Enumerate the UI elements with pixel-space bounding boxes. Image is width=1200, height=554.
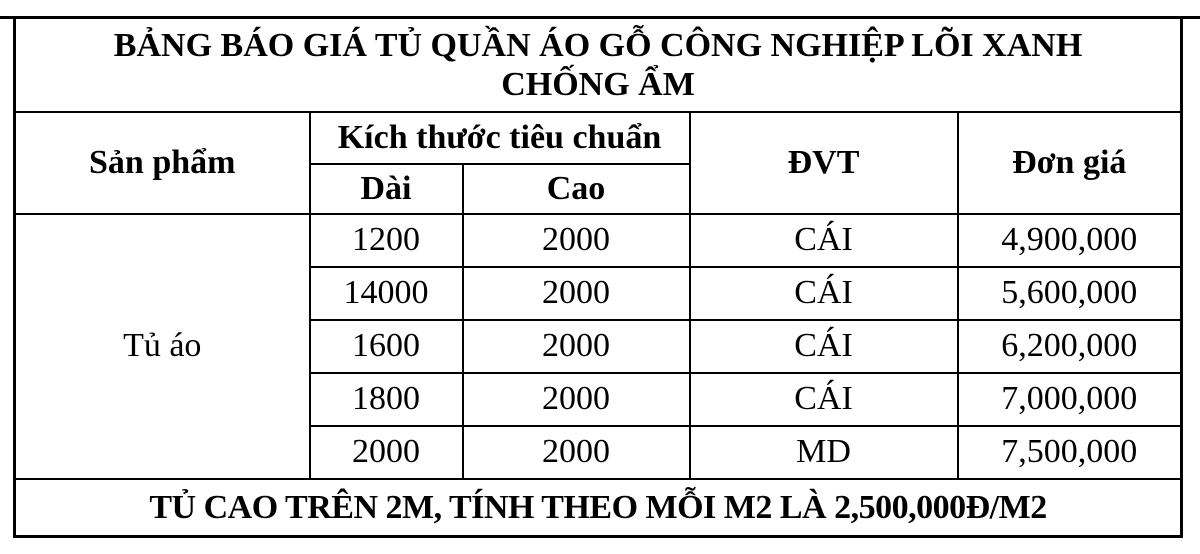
table-row-1: Tủ áo 1200 2000 CÁI 4,900,000 <box>13 212 1183 480</box>
length-cell: 1200 <box>308 212 464 268</box>
table-row-2: 14000 2000 CÁI 5,600,000 <box>15 265 1183 321</box>
unit-cell: MD <box>688 424 959 480</box>
price-cell: 5,600,000 <box>956 265 1183 321</box>
col-header-unit: ĐVT <box>688 110 959 215</box>
table-title-row: BẢNG BÁO GIÁ TỦ QUẦN ÁO GỖ CÔNG NGHIỆP L… <box>13 16 1183 113</box>
height-cell: 2000 <box>461 318 691 374</box>
height-cell: 2000 <box>461 265 691 321</box>
unit-cell: CÁI <box>688 212 959 268</box>
price-table: BẢNG BÁO GIÁ TỦ QUẦN ÁO GỖ CÔNG NGHIỆP L… <box>13 16 1184 538</box>
table-row-5: 2000 2000 MD 7,500,000 <box>15 424 1183 480</box>
length-cell: 14000 <box>308 265 464 321</box>
price-cell: 7,500,000 <box>956 424 1183 480</box>
header-row-1: Sản phẩm Kích thước tiêu chuẩn ĐVT Đơn g… <box>13 110 1183 215</box>
height-cell: 2000 <box>461 212 691 268</box>
col-header-product: Sản phẩm <box>13 110 311 215</box>
table-title: BẢNG BÁO GIÁ TỦ QUẦN ÁO GỖ CÔNG NGHIỆP L… <box>13 16 1183 113</box>
table-row-4: 1800 2000 CÁI 7,000,000 <box>15 371 1183 427</box>
table-title-line2: CHỐNG ẨM <box>501 65 695 103</box>
table-title-line1: BẢNG BÁO GIÁ TỦ QUẦN ÁO GỖ CÔNG NGHIỆP L… <box>113 26 1083 64</box>
col-header-height: Cao <box>461 162 691 215</box>
height-cell: 2000 <box>461 424 691 480</box>
footer-row: TỦ CAO TRÊN 2M, TÍNH THEO MỖI M2 LÀ 2,50… <box>13 477 1183 538</box>
length-cell: 1600 <box>308 318 464 374</box>
col-header-length: Dài <box>308 162 464 215</box>
unit-cell: CÁI <box>688 318 959 374</box>
price-cell: 6,200,000 <box>956 318 1183 374</box>
col-header-price: Đơn giá <box>956 110 1183 215</box>
unit-cell: CÁI <box>688 371 959 427</box>
header-row-2: Dài Cao <box>15 162 1182 215</box>
length-cell: 2000 <box>308 424 464 480</box>
footer-note: TỦ CAO TRÊN 2M, TÍNH THEO MỖI M2 LÀ 2,50… <box>13 477 1183 538</box>
height-cell: 2000 <box>461 371 691 427</box>
length-cell: 1800 <box>308 371 464 427</box>
unit-cell: CÁI <box>688 265 959 321</box>
col-header-size-group: Kích thước tiêu chuẩn <box>308 110 691 165</box>
price-cell: 4,900,000 <box>956 212 1183 268</box>
product-name-cell: Tủ áo <box>13 212 311 480</box>
table-row-3: 1600 2000 CÁI 6,200,000 <box>15 318 1183 374</box>
price-cell: 7,000,000 <box>956 371 1183 427</box>
